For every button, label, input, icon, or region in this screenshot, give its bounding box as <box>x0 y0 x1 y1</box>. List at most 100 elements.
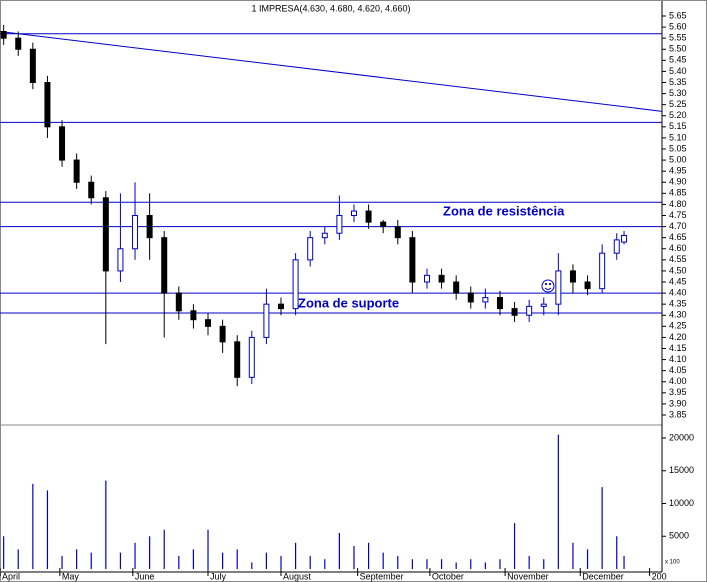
candle-body <box>161 237 168 294</box>
y-tick-label: 4.35 <box>669 299 687 309</box>
y-tick-label: 4.85 <box>669 188 687 198</box>
x-tick-label: July <box>210 571 227 581</box>
y-tick-label: 4.10 <box>669 354 687 364</box>
candle-body <box>380 221 387 228</box>
y-tick-label: 5.05 <box>669 143 687 153</box>
y-tick-label: 4.70 <box>669 221 687 231</box>
candle-body <box>175 292 182 312</box>
candle-body <box>394 226 401 239</box>
y-tick-label: 5000 <box>669 531 689 541</box>
trend-line <box>0 31 663 112</box>
y-tick-label: 5.65 <box>669 10 687 20</box>
x-tick-label: November <box>507 571 549 581</box>
y-tick-label: 5.20 <box>669 110 687 120</box>
y-tick-label: 5.55 <box>669 33 687 43</box>
candle-body <box>496 297 503 310</box>
candle-body <box>482 297 489 303</box>
annotation: Zona de resistência <box>443 203 565 218</box>
x-tick-label: 200 <box>652 571 667 581</box>
y-tick-label: 4.75 <box>669 210 687 220</box>
x-tick-label: April <box>2 571 20 581</box>
y-tick-label: 4.60 <box>669 243 687 253</box>
y-tick-label: 15000 <box>669 465 694 475</box>
y-tick-label: 4.30 <box>669 310 687 320</box>
candle-body <box>613 239 620 254</box>
y-tick-label: 4.65 <box>669 232 687 242</box>
candle-body <box>438 274 445 283</box>
chart-title: 1 IMPRESA(4.630, 4.680, 4.620, 4.660) <box>251 3 410 13</box>
candle-body <box>15 37 22 50</box>
y-tick-label: 4.25 <box>669 321 687 331</box>
y-tick-label: 5.00 <box>669 154 687 164</box>
y-tick-label: 3.90 <box>669 398 687 408</box>
y-tick-label: 4.80 <box>669 199 687 209</box>
y-tick-label: 5.30 <box>669 88 687 98</box>
candle-body <box>205 319 212 327</box>
candle-body <box>511 308 518 316</box>
y-tick-label: 4.40 <box>669 287 687 297</box>
candle-body <box>146 215 153 239</box>
y-tick-label: 5.60 <box>669 21 687 31</box>
y-tick-label: 5.50 <box>669 44 687 54</box>
y-tick-label: 4.05 <box>669 365 687 375</box>
y-tick-label: 5.45 <box>669 55 687 65</box>
x-tick-label: October <box>432 571 464 581</box>
candle-body <box>621 234 628 243</box>
y-tick-label: 3.85 <box>669 409 687 419</box>
y-tick-label: 20000 <box>669 432 694 442</box>
candle-body <box>263 303 270 338</box>
x-tick-label: September <box>360 571 404 581</box>
candle-body <box>248 336 255 378</box>
candle-body <box>467 292 474 303</box>
y-tick-label: 5.15 <box>669 121 687 131</box>
candle-body <box>0 31 7 39</box>
y-tick-label: 4.45 <box>669 276 687 286</box>
candle-body <box>409 237 416 283</box>
candle-body <box>307 237 314 261</box>
annotation: Zona de suporte <box>298 295 399 310</box>
candle-body <box>584 281 591 290</box>
y-tick-label: 4.50 <box>669 265 687 275</box>
y-tick-label: 10000 <box>669 498 694 508</box>
y-tick-label: 4.90 <box>669 177 687 187</box>
y-tick-label: 4.00 <box>669 376 687 386</box>
volume-unit: x 100 <box>665 560 680 566</box>
y-tick-label: 4.95 <box>669 166 687 176</box>
candle-body <box>73 159 80 183</box>
x-tick-label: August <box>283 571 312 581</box>
candle-body <box>321 232 328 239</box>
candle-body <box>365 210 372 223</box>
candle-body <box>453 281 460 294</box>
x-tick-label: December <box>582 571 624 581</box>
candle-body <box>292 259 299 310</box>
x-tick-label: June <box>135 571 155 581</box>
candle-body <box>190 310 197 321</box>
y-tick-label: 5.25 <box>669 99 687 109</box>
candle-body <box>278 303 285 310</box>
y-tick-label: 5.10 <box>669 132 687 142</box>
candle-body <box>526 305 533 316</box>
candle-body <box>234 341 241 378</box>
candle-body <box>350 210 357 216</box>
candle-body <box>44 82 51 128</box>
candle-body <box>117 248 124 272</box>
candle-body <box>88 181 95 199</box>
candle-body <box>540 303 547 307</box>
candle-body <box>132 215 139 250</box>
candle-body <box>29 48 36 83</box>
candle-body <box>555 270 562 305</box>
y-tick-label: 4.15 <box>669 343 687 353</box>
candle-body <box>423 274 430 283</box>
y-tick-label: 3.95 <box>669 387 687 397</box>
candle-body <box>219 325 226 343</box>
x-tick-label: May <box>62 571 80 581</box>
candle-body <box>569 270 576 283</box>
smiley <box>541 279 555 293</box>
candle-body <box>599 252 606 290</box>
candle-body <box>59 126 66 161</box>
y-tick-label: 5.35 <box>669 77 687 87</box>
y-tick-label: 4.20 <box>669 332 687 342</box>
